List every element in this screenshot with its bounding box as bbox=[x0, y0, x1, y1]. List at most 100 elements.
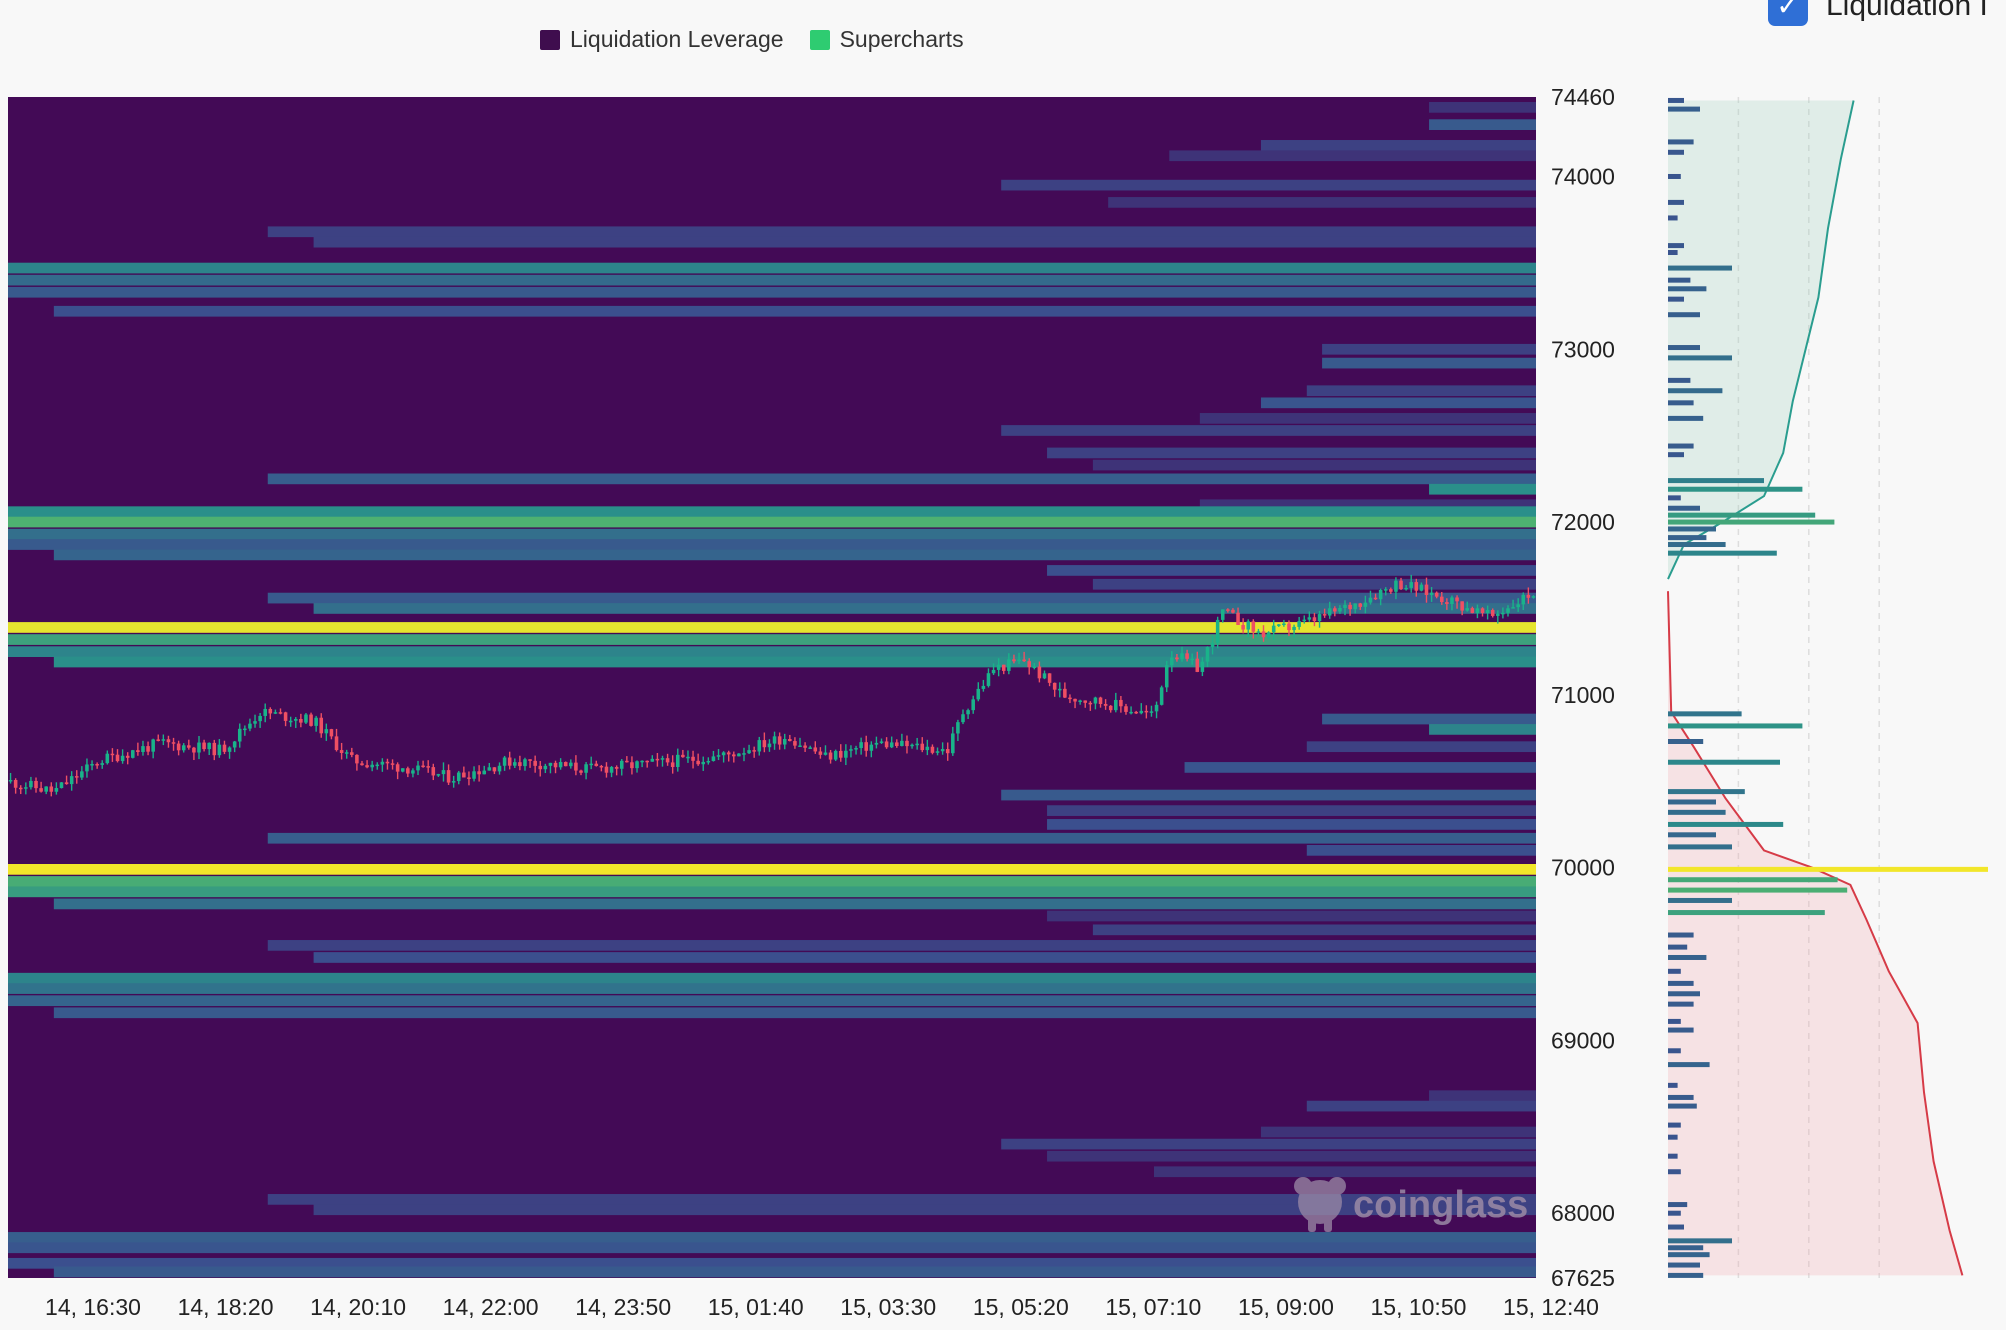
candle-body bbox=[859, 742, 863, 749]
profile-bar bbox=[1668, 910, 1825, 916]
candle-body bbox=[1119, 699, 1123, 707]
candle-body bbox=[696, 760, 700, 765]
profile-bar bbox=[1668, 526, 1716, 532]
heatmap-band bbox=[313, 952, 1537, 963]
x-tick-label: 15, 07:10 bbox=[1105, 1294, 1201, 1320]
profile-bar bbox=[1668, 944, 1688, 950]
profile-bar bbox=[1668, 400, 1694, 406]
candle-body bbox=[390, 763, 395, 765]
candle-body bbox=[1001, 664, 1006, 671]
profile-bar bbox=[1668, 1169, 1681, 1175]
candle-body bbox=[1470, 608, 1475, 614]
x-tick-label: 15, 10:50 bbox=[1370, 1294, 1466, 1320]
candle-body bbox=[874, 742, 879, 745]
candle-body bbox=[915, 743, 919, 746]
candle-body bbox=[940, 749, 945, 752]
candle-body bbox=[1506, 608, 1510, 613]
candle-body bbox=[1012, 659, 1016, 662]
candle-body bbox=[869, 744, 874, 751]
candle-body bbox=[574, 762, 578, 771]
candle-body bbox=[1093, 697, 1098, 704]
y-tick-label: 74460 bbox=[1551, 84, 1615, 110]
candle-body bbox=[222, 744, 227, 752]
heatmap-band bbox=[1047, 819, 1536, 830]
candle-body bbox=[1373, 597, 1378, 600]
candle-body bbox=[85, 764, 89, 772]
profile-bar bbox=[1668, 415, 1704, 421]
x-tick-label: 15, 09:00 bbox=[1238, 1294, 1334, 1320]
candle-body bbox=[136, 750, 140, 753]
candle-body bbox=[181, 745, 186, 751]
candle-body bbox=[844, 750, 848, 758]
candle-body bbox=[1317, 614, 1322, 622]
candle-body bbox=[1531, 596, 1536, 598]
candle-body bbox=[1220, 609, 1225, 620]
candle-body bbox=[782, 739, 787, 745]
cumulative-short-area bbox=[1668, 100, 1854, 580]
candle-body bbox=[971, 699, 975, 711]
candle-body bbox=[1434, 592, 1439, 597]
candle-body bbox=[329, 729, 334, 737]
candle-body bbox=[986, 673, 991, 686]
candle-body bbox=[528, 759, 532, 761]
candle-body bbox=[1190, 658, 1194, 661]
candle-body bbox=[635, 761, 639, 769]
candle-body bbox=[304, 714, 308, 723]
x-tick-label: 15, 03:30 bbox=[840, 1294, 936, 1320]
candle-body bbox=[1164, 665, 1169, 688]
candle-body bbox=[981, 685, 986, 689]
candle-body bbox=[599, 765, 604, 768]
check-icon[interactable]: ✓ bbox=[1768, 0, 1808, 26]
heatmap-band bbox=[8, 1257, 1536, 1269]
heatmap-band bbox=[267, 832, 1536, 844]
candle-body bbox=[1450, 597, 1454, 605]
heatmap-band bbox=[8, 528, 1536, 540]
legend-item-supercharts[interactable]: Supercharts bbox=[809, 26, 964, 53]
candle-body bbox=[1445, 602, 1449, 605]
candle-body bbox=[1521, 594, 1526, 605]
candle-body bbox=[431, 767, 436, 776]
candle-body bbox=[258, 715, 262, 722]
candle-body bbox=[951, 733, 955, 754]
candle-body bbox=[395, 764, 400, 772]
candle-body bbox=[665, 758, 670, 763]
candle-body bbox=[1465, 608, 1470, 611]
heatmap-band bbox=[1169, 150, 1536, 162]
candle-body bbox=[956, 722, 960, 734]
candle-body bbox=[1144, 710, 1149, 713]
candle-body bbox=[212, 742, 217, 756]
candle-body bbox=[1185, 653, 1189, 659]
heatmap-band bbox=[1429, 483, 1536, 495]
candle-body bbox=[131, 750, 135, 758]
profile-bar bbox=[1668, 250, 1678, 256]
legend-item-liquidation-leverage[interactable]: Liquidation Leverage bbox=[540, 26, 784, 53]
profile-bar bbox=[1668, 1027, 1694, 1033]
candle-body bbox=[13, 779, 18, 788]
candle-body bbox=[1175, 657, 1179, 660]
candle-body bbox=[686, 756, 690, 759]
candle-body bbox=[757, 740, 762, 752]
candle-body bbox=[34, 780, 38, 789]
profile-bar bbox=[1668, 1103, 1697, 1109]
candle-body bbox=[991, 669, 996, 674]
profile-bar bbox=[1668, 377, 1691, 383]
candle-body bbox=[1302, 619, 1307, 622]
candle-body bbox=[935, 751, 940, 753]
profile-bar bbox=[1668, 1153, 1678, 1159]
heatmap-band bbox=[8, 622, 1536, 633]
candle-body bbox=[1083, 700, 1088, 703]
profile-bar bbox=[1668, 844, 1732, 850]
liquidation-toggle[interactable]: ✓ Liquidation I bbox=[1768, 0, 1988, 26]
candle-body bbox=[813, 747, 818, 752]
candle-body bbox=[1414, 582, 1419, 591]
heatmap-band bbox=[1322, 713, 1536, 725]
candle-body bbox=[59, 782, 64, 789]
y-tick-label: 72000 bbox=[1551, 509, 1615, 535]
candle-body bbox=[895, 742, 899, 746]
candle-body bbox=[1042, 673, 1047, 679]
candle-body bbox=[146, 746, 150, 752]
candle-body bbox=[798, 745, 802, 748]
heatmap-band bbox=[8, 262, 1536, 274]
candle-body bbox=[385, 761, 390, 764]
candle-body bbox=[1180, 653, 1184, 660]
